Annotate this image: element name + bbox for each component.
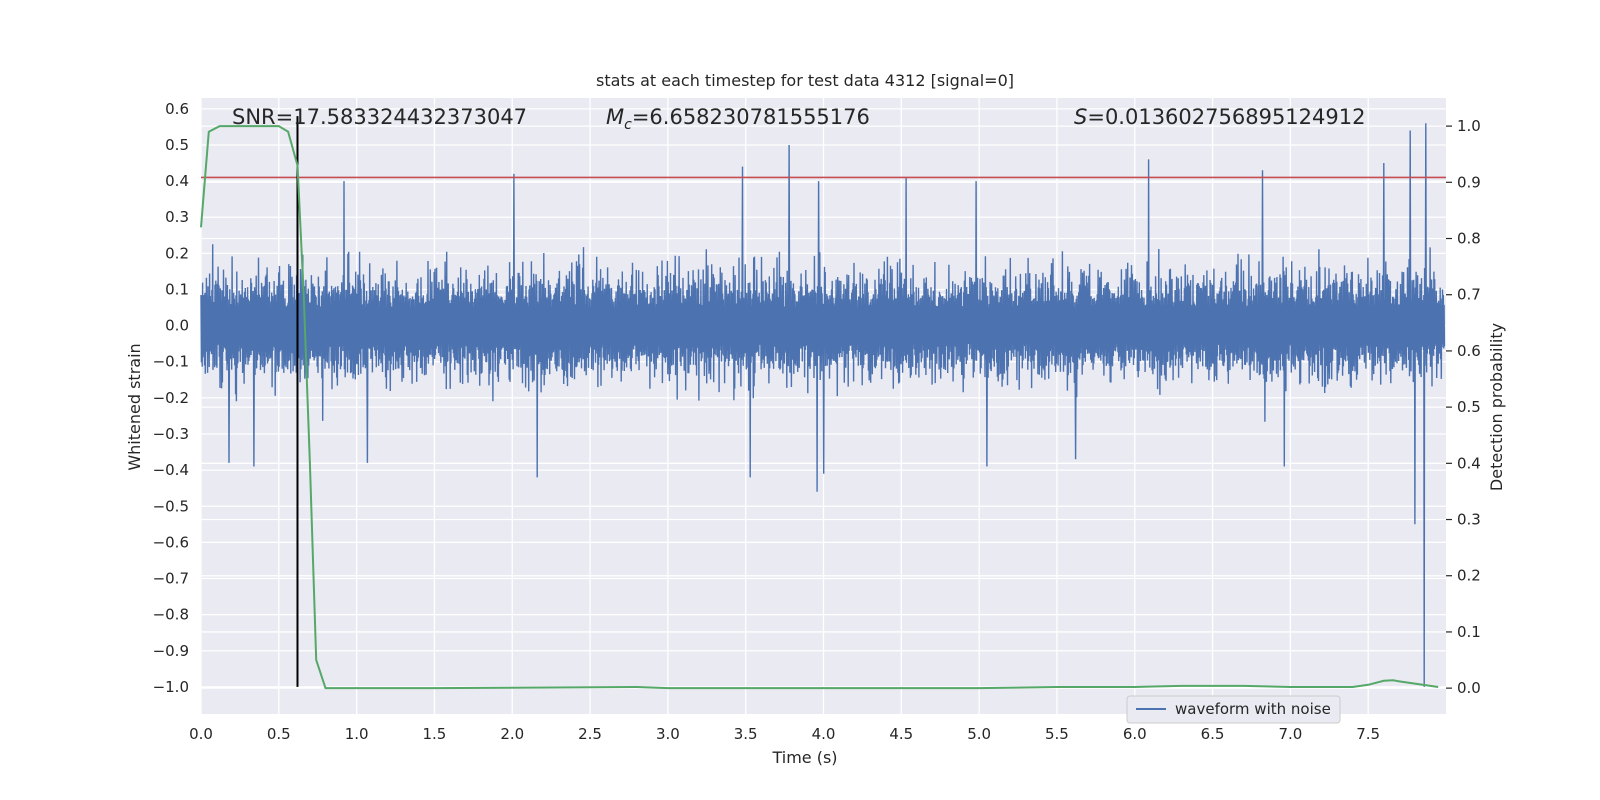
y-tick-label: −0.3 (153, 425, 189, 443)
legend-entry-waveform: waveform with noise (1175, 700, 1331, 718)
y-tick-label: −0.9 (153, 642, 189, 660)
y-axis-left-ticks: 0.6 0.5 0.4 0.3 0.2 0.1 0.0 −0.1 −0.2 −0.3 −0.4 −0.… (153, 100, 189, 696)
y-tick-label: −0.7 (153, 570, 189, 588)
chirp-mass-subscript: c (624, 117, 632, 133)
y-right-tick-label: 0.4 (1457, 454, 1481, 472)
waveform-series (200, 123, 1446, 687)
y-axis-right-label: Detection probability (1487, 323, 1506, 491)
y-right-tick-label: 0.1 (1457, 623, 1481, 641)
s-symbol: S (1074, 105, 1087, 129)
y-tick-label: 0.0 (165, 317, 189, 335)
chirp-mass-annotation: Mc=6.658230781555176 (606, 105, 870, 133)
x-tick-label: 7.5 (1356, 725, 1380, 743)
x-tick-label: 5.0 (967, 725, 991, 743)
y-tick-label: −0.6 (153, 533, 189, 551)
y-tick-label: −0.1 (153, 353, 189, 371)
y-tick-label: 0.3 (165, 208, 189, 226)
chirp-mass-symbol: M (606, 105, 624, 129)
x-axis-ticks: 0.0 0.5 1.0 1.5 2.0 2.5 3.0 3.5 4.0 4.5 5.0 5.5 6.0 6… (189, 725, 1380, 743)
snr-annotation: SNR=17.583324432373047 (232, 105, 527, 129)
y-right-tick-label: 0.7 (1457, 286, 1481, 304)
x-tick-label: 1.5 (423, 725, 447, 743)
x-tick-label: 0.0 (189, 725, 213, 743)
x-tick-label: 6.5 (1201, 725, 1225, 743)
x-tick-label: 3.5 (734, 725, 758, 743)
y-right-tick-label: 0.8 (1457, 230, 1481, 248)
y-tick-label: 0.1 (165, 280, 189, 298)
probability-series (200, 125, 1439, 690)
x-tick-label: 0.5 (267, 725, 291, 743)
chirp-mass-value: =6.658230781555176 (632, 105, 870, 129)
y-right-tick-label: 0.6 (1457, 342, 1481, 360)
x-tick-label: 4.5 (889, 725, 913, 743)
x-tick-label: 2.5 (578, 725, 602, 743)
y-tick-label: 0.5 (165, 136, 189, 154)
y-tick-label: −0.8 (153, 606, 189, 624)
x-tick-label: 5.5 (1045, 725, 1069, 743)
y-right-tick-label: 0.0 (1457, 679, 1481, 697)
y-tick-label: −0.2 (153, 389, 189, 407)
x-tick-label: 4.0 (812, 725, 836, 743)
y-axis-right-ticks: 1.0 0.9 0.8 0.7 0.6 0.5 0.4 0.3 0.2 0.1 0.0 (1446, 117, 1481, 697)
x-tick-label: 2.0 (500, 725, 524, 743)
y-right-tick-label: 0.2 (1457, 567, 1481, 585)
s-annotation: S=0.013602756895124912 (1074, 105, 1365, 129)
y-tick-label: 0.4 (165, 172, 189, 190)
x-tick-label: 6.0 (1123, 725, 1147, 743)
grid (200, 98, 1446, 714)
legend: waveform with noise (1126, 695, 1341, 724)
y-right-tick-label: 0.5 (1457, 398, 1481, 416)
y-tick-label: −0.4 (153, 461, 189, 479)
y-tick-label: 0.6 (165, 100, 189, 118)
x-tick-label: 1.0 (345, 725, 369, 743)
legend-box (1126, 695, 1341, 724)
x-tick-label: 7.0 (1278, 725, 1302, 743)
x-tick-label: 3.0 (656, 725, 680, 743)
y-right-tick-label: 1.0 (1457, 117, 1481, 135)
x-axis-label: Time (s) (771, 748, 837, 767)
y-right-tick-label: 0.3 (1457, 511, 1481, 529)
y-right-tick-label: 0.9 (1457, 173, 1481, 191)
s-value: =0.013602756895124912 (1087, 105, 1365, 129)
waveform-line (200, 123, 1446, 687)
y-tick-label: −0.5 (153, 497, 189, 515)
y-tick-label: −1.0 (153, 678, 189, 696)
chart-title: stats at each timestep for test data 431… (596, 71, 1014, 90)
y-axis-left-label: Whitened strain (125, 343, 144, 470)
y-tick-label: 0.2 (165, 244, 189, 262)
